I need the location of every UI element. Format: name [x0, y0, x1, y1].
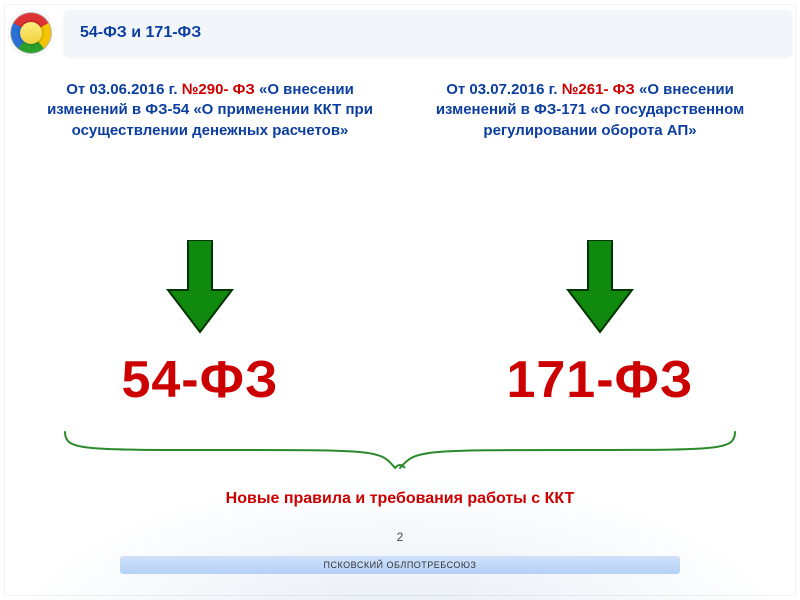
left-law-number: №290- ФЗ: [182, 81, 255, 98]
conclusion-text: Новые правила и требования работы с ККТ: [0, 490, 800, 508]
right-description: От 03.07.2016 г. №261- ФЗ «О внесении из…: [420, 80, 760, 141]
left-prefix: От 03.06.2016 г.: [66, 81, 182, 98]
slide-title: 54-ФЗ и 171-ФЗ: [80, 24, 201, 42]
header-row: 54-ФЗ и 171-ФЗ: [8, 10, 792, 56]
right-law-number: №261- ФЗ: [562, 81, 635, 98]
arrow-shape: [168, 240, 232, 332]
left-arrow-wrap: [0, 240, 400, 335]
left-big-label: 54-ФЗ: [0, 350, 400, 410]
down-arrow-icon: [560, 240, 640, 335]
footer-text: ПСКОВСКИЙ ОБЛПОТРЕБСОЮЗ: [324, 560, 477, 570]
left-description: От 03.06.2016 г. №290- ФЗ «О внесении из…: [40, 80, 380, 141]
curly-brace: [60, 430, 740, 470]
down-arrow-icon: [160, 240, 240, 335]
left-column: От 03.06.2016 г. №290- ФЗ «О внесении из…: [40, 80, 380, 141]
page-number: 2: [0, 530, 800, 544]
org-logo-icon: [8, 10, 54, 56]
right-column: От 03.07.2016 г. №261- ФЗ «О внесении из…: [420, 80, 760, 141]
title-bar: 54-ФЗ и 171-ФЗ: [64, 10, 792, 56]
description-columns: От 03.06.2016 г. №290- ФЗ «О внесении из…: [40, 80, 760, 141]
org-logo-inner: [20, 22, 42, 44]
right-big-label: 171-ФЗ: [400, 350, 800, 410]
arrow-shape: [568, 240, 632, 332]
big-labels-row: 54-ФЗ 171-ФЗ: [0, 350, 800, 410]
slide: 54-ФЗ и 171-ФЗ От 03.06.2016 г. №290- ФЗ…: [0, 0, 800, 600]
right-arrow-wrap: [400, 240, 800, 335]
brace-icon: [60, 430, 740, 470]
brace-path: [65, 432, 735, 468]
arrows-row: [0, 240, 800, 335]
footer-bar: ПСКОВСКИЙ ОБЛПОТРЕБСОЮЗ: [120, 556, 680, 574]
right-prefix: От 03.07.2016 г.: [446, 81, 562, 98]
